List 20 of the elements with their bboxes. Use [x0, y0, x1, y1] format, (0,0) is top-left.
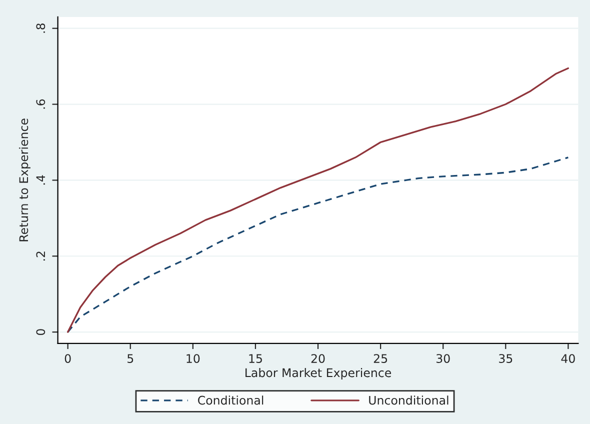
x-tick-label: 25 [374, 354, 388, 363]
y-tick-label: 0 [36, 329, 46, 336]
y-tick-label: .6 [36, 99, 46, 109]
x-tick-label: 35 [499, 354, 512, 363]
line-series [66, 67, 570, 333]
y-axis-title: Return to Experience [18, 118, 30, 242]
x-tick-label: 20 [311, 354, 325, 363]
x-tick-label: 10 [186, 354, 200, 363]
y-tick-label: .8 [36, 24, 46, 33]
legend-label: Unconditional [369, 396, 448, 405]
x-axis-title: Labor Market Experience [246, 368, 392, 380]
legend-label: Conditional [198, 396, 264, 405]
x-tick-label: 40 [561, 354, 575, 363]
x-tick-label: 15 [249, 354, 262, 363]
line-series [66, 156, 570, 333]
x-tick-label: 30 [436, 354, 450, 363]
y-tick-label: .4 [36, 175, 45, 185]
x-tick-label: 5 [128, 354, 134, 363]
x-tick-label: 0 [64, 354, 71, 363]
y-tick-label: .2 [36, 252, 45, 260]
